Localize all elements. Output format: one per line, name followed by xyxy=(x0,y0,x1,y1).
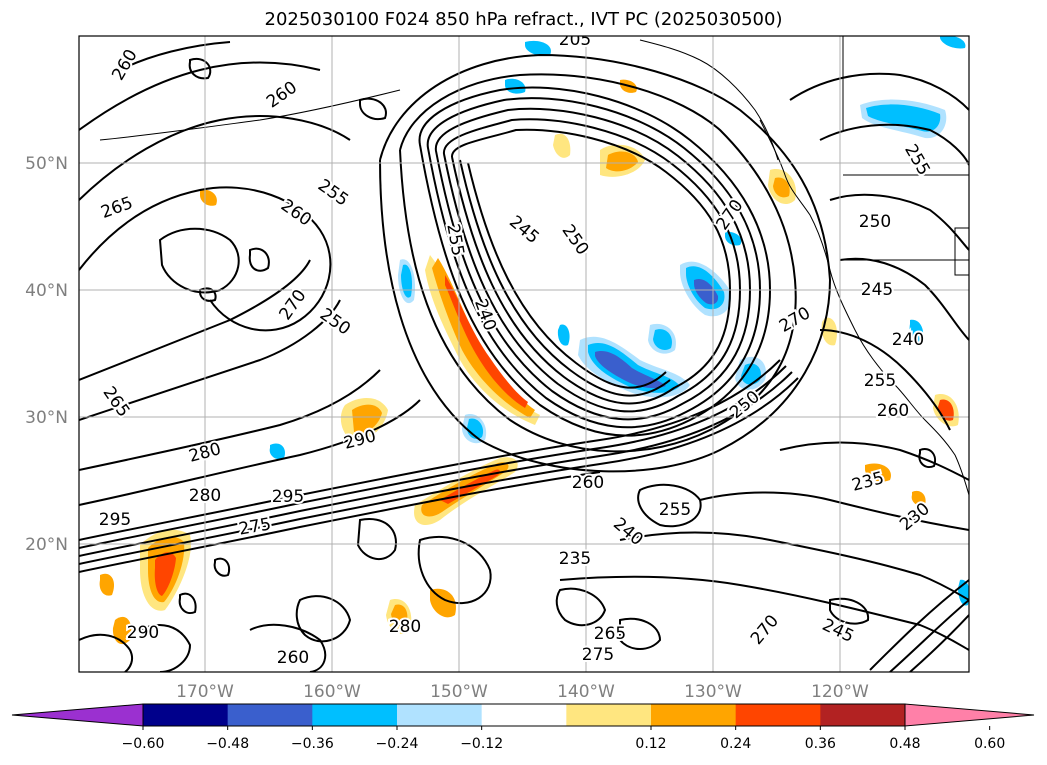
contour-label: 265 xyxy=(594,624,626,644)
contour-label: 260 xyxy=(572,473,604,493)
colorbar-segment xyxy=(651,704,737,726)
contour-label: 245 xyxy=(861,280,893,300)
longitude-labels: 170°W 160°W 150°W 140°W 130°W 120°W xyxy=(176,682,869,702)
lon-label: 140°W xyxy=(557,682,615,702)
contour-label: 250 xyxy=(859,212,891,232)
colorbar-segment xyxy=(397,704,483,726)
map-frame xyxy=(78,35,970,673)
colorbar-frame xyxy=(142,703,906,727)
contour-label: 280 xyxy=(189,486,221,506)
colorbar-tick-label: 0.48 xyxy=(889,736,920,752)
contour-label: 205 xyxy=(559,30,591,50)
colorbar-segment xyxy=(143,704,229,726)
colorbar-tick-label: 0.36 xyxy=(805,736,836,752)
colorbar: −0.60 −0.48 −0.36 −0.24 −0.12 0.12 0.24 0.36 0.4… xyxy=(11,703,1035,752)
contour-label: 255 xyxy=(864,371,896,391)
contour-label: 275 xyxy=(582,645,614,665)
contour-label: 240 xyxy=(892,330,924,350)
colorbar-segment xyxy=(312,704,398,726)
lon-label: 160°W xyxy=(303,682,361,702)
colorbar-tick-label: 0.60 xyxy=(974,736,1005,752)
colorbar-extend-min xyxy=(11,703,144,727)
colorbar-tick-label: −0.60 xyxy=(122,736,165,752)
contour-label: 295 xyxy=(99,510,131,530)
lat-label: 50°N xyxy=(25,154,68,174)
lat-label: 20°N xyxy=(25,535,68,555)
contour-label: 290 xyxy=(127,623,159,643)
latitude-labels: 50°N 40°N 30°N 20°N xyxy=(25,154,68,555)
colorbar-segment xyxy=(481,704,567,726)
colorbar-extend-max xyxy=(904,703,1035,727)
anomaly-shading xyxy=(99,36,969,645)
contour-label: 295 xyxy=(272,487,304,507)
graticule xyxy=(79,36,969,672)
map-title: 2025030100 F024 850 hPa refract., IVT PC… xyxy=(264,9,783,30)
colorbar-segment xyxy=(820,704,906,726)
contour-label: 260 xyxy=(877,401,909,421)
contour-label: 235 xyxy=(559,549,591,569)
lon-label: 130°W xyxy=(684,682,742,702)
colorbar-segment xyxy=(227,704,313,726)
contour-label: 255 xyxy=(442,222,467,257)
coastlines xyxy=(99,36,969,496)
colorbar-tick-label: 0.24 xyxy=(720,736,751,752)
lat-label: 30°N xyxy=(25,408,68,428)
colorbar-segment xyxy=(566,704,652,726)
lon-label: 150°W xyxy=(430,682,488,702)
colorbar-tick-label: −0.48 xyxy=(206,736,249,752)
refractivity-contours xyxy=(79,41,969,672)
colorbar-tick-label: −0.24 xyxy=(376,736,419,752)
colorbar-tick-label: −0.36 xyxy=(291,736,334,752)
contour-label: 255 xyxy=(659,500,691,520)
contour-label: 280 xyxy=(389,617,421,637)
lat-label: 40°N xyxy=(25,281,68,301)
colorbar-tick-label: 0.12 xyxy=(635,736,666,752)
lon-label: 170°W xyxy=(176,682,234,702)
colorbar-segment xyxy=(735,704,821,726)
contour-label: 260 xyxy=(277,648,309,668)
colorbar-tick-label: −0.12 xyxy=(460,736,503,752)
lon-label: 120°W xyxy=(811,682,869,702)
map-panel xyxy=(79,36,969,672)
